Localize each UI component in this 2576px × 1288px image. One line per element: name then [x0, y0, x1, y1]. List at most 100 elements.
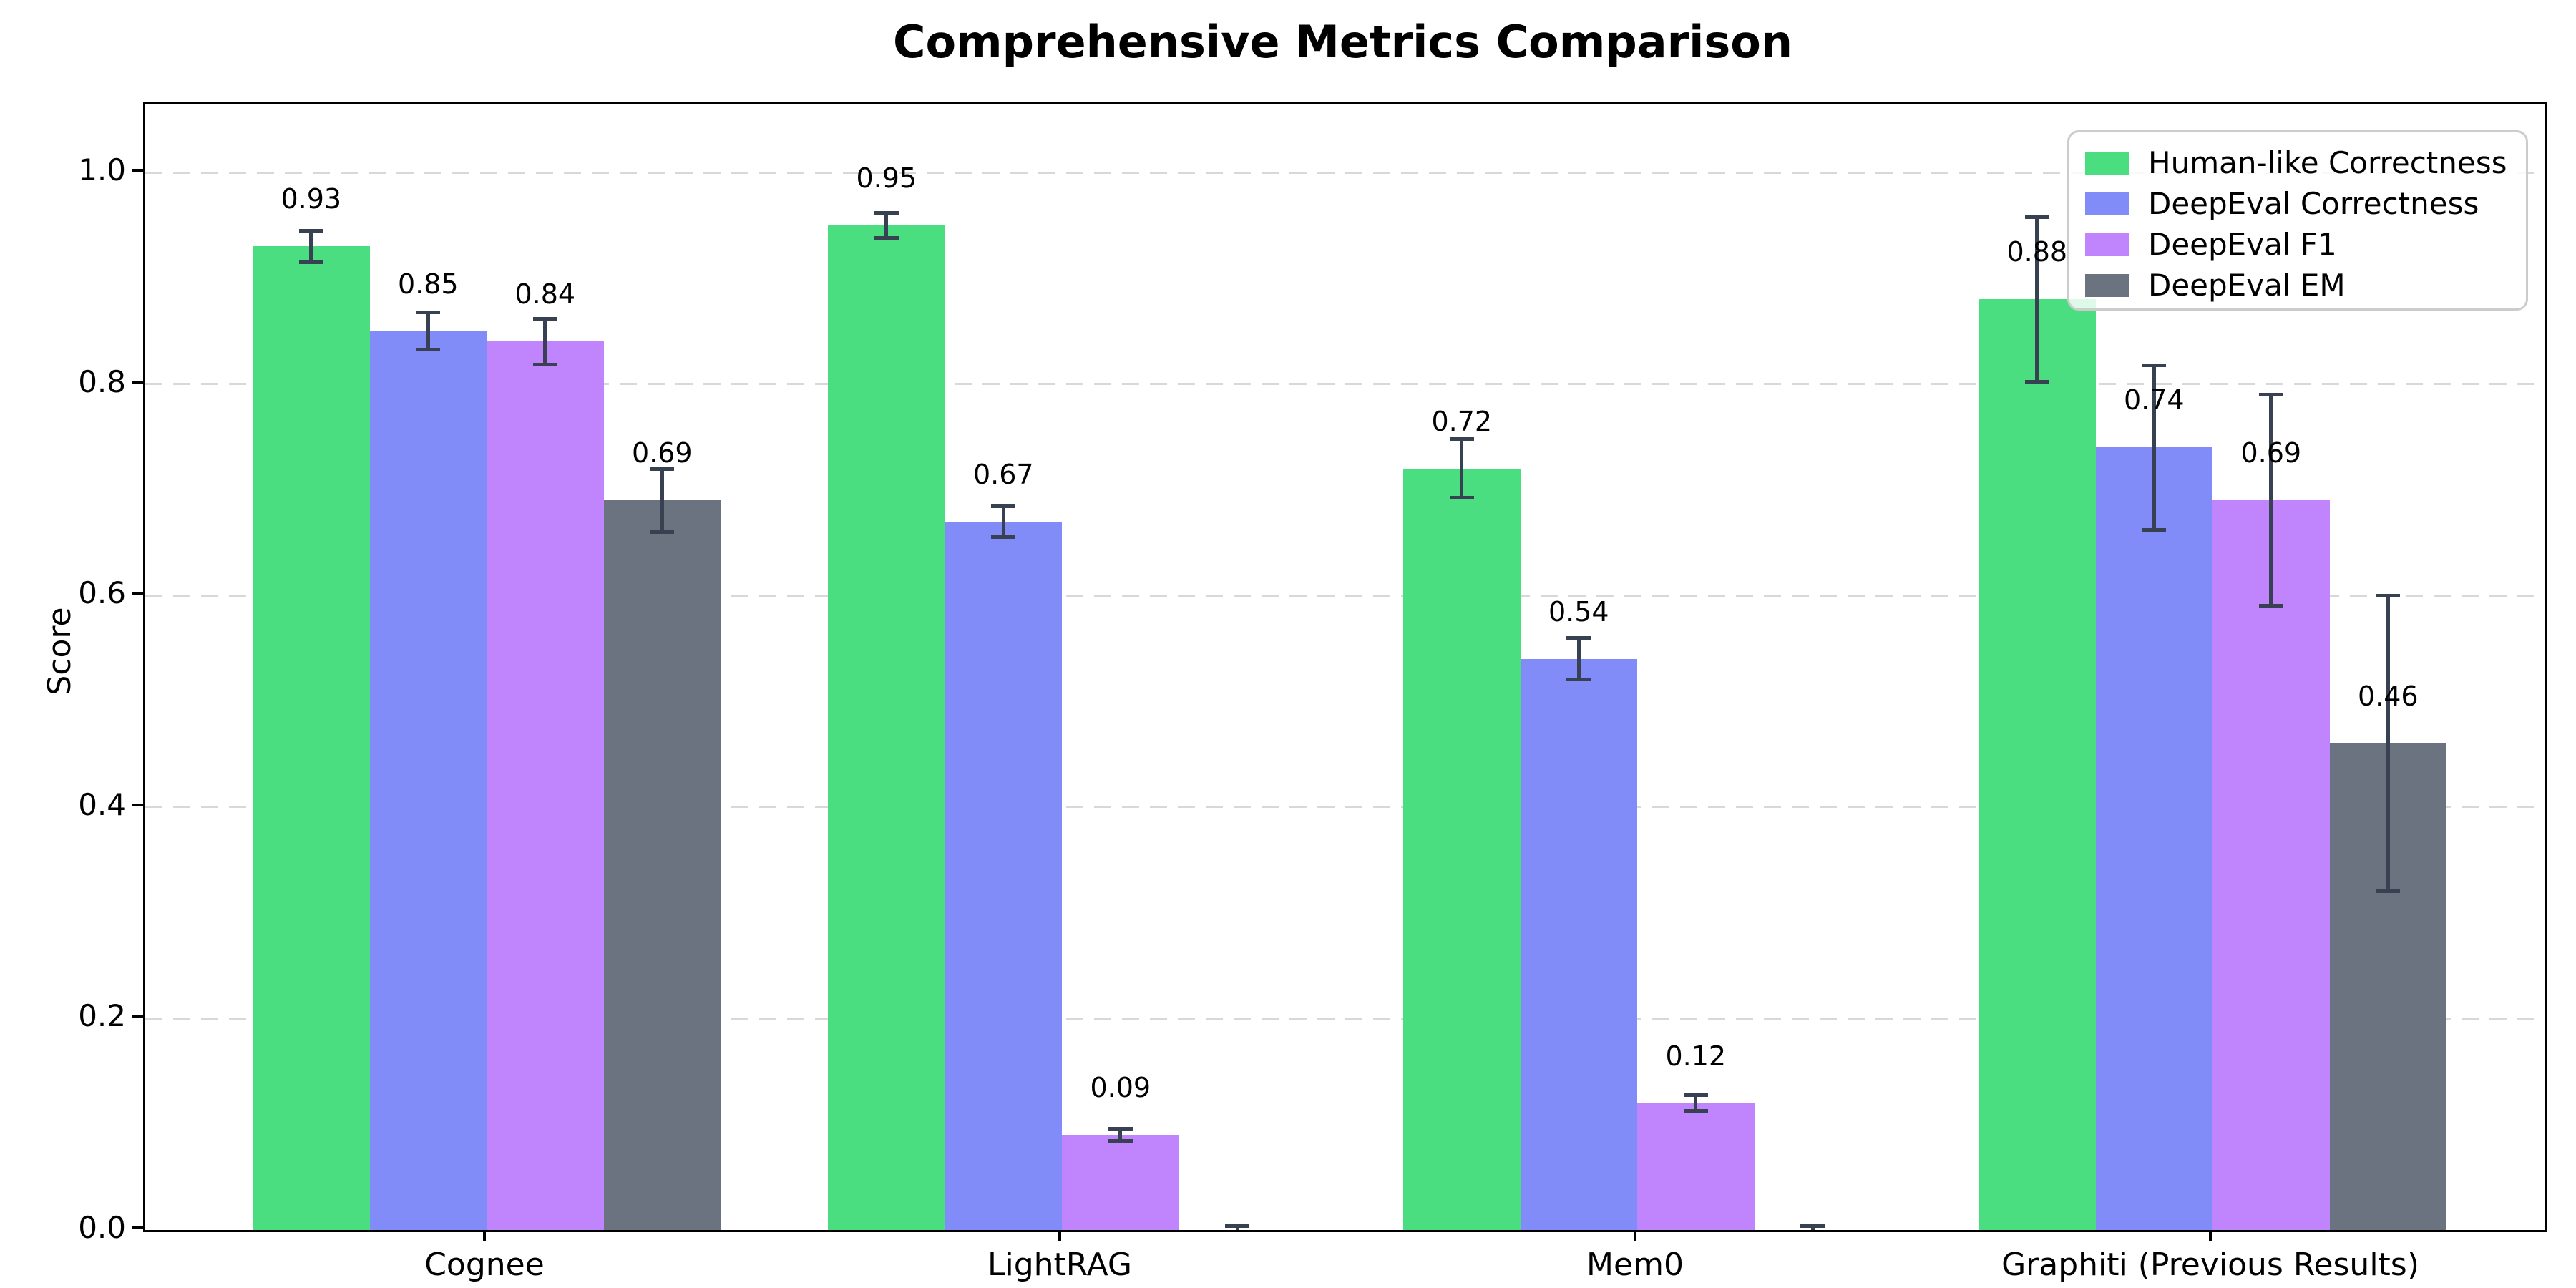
y-tick-label: 0.8 — [78, 364, 126, 399]
bar — [1520, 658, 1637, 1230]
error-bar — [1118, 1128, 1123, 1141]
y-tick-mark — [132, 1015, 143, 1018]
gridline — [145, 171, 2545, 174]
error-bar-cap — [1108, 1138, 1133, 1143]
bar — [2095, 447, 2212, 1230]
bar — [1062, 1134, 1179, 1230]
bar — [2212, 500, 2330, 1230]
bar — [369, 331, 487, 1230]
x-tick-mark — [2209, 1230, 2212, 1241]
error-bar-cap — [532, 316, 557, 321]
bar — [1637, 1103, 1755, 1230]
gridline — [145, 594, 2545, 597]
error-bar-cap — [1566, 678, 1591, 682]
error-bar-cap — [1449, 437, 1474, 441]
y-tick-label: 0.2 — [78, 998, 126, 1034]
error-bar-cap — [2376, 889, 2401, 894]
error-bar — [884, 213, 889, 238]
x-tick-label: Mem0 — [1586, 1246, 1684, 1283]
error-bar-cap — [650, 530, 675, 534]
legend-item: DeepEval EM — [2085, 265, 2526, 306]
error-bar-cap — [991, 504, 1016, 508]
error-bar-cap — [2024, 215, 2049, 220]
y-tick-label: 0.0 — [78, 1210, 126, 1245]
y-tick-mark — [132, 380, 143, 384]
x-tick-mark — [483, 1230, 486, 1241]
error-bar — [1460, 439, 1464, 499]
bar-value-label: 0.09 — [1090, 1071, 1151, 1103]
bar — [603, 500, 721, 1230]
error-bar — [2035, 217, 2039, 382]
bar-value-label: 0.69 — [2240, 437, 2302, 469]
legend-swatch — [2085, 192, 2129, 215]
error-bar-cap — [2024, 379, 2049, 384]
error-bar-cap — [2258, 393, 2283, 397]
bar-value-label: 0.74 — [2123, 384, 2185, 416]
legend: Human-like Correctness DeepEval Correctne… — [2067, 130, 2528, 311]
bar-value-label: 0.72 — [1431, 405, 1493, 437]
error-bar — [660, 468, 664, 532]
error-bar-cap — [991, 535, 1016, 539]
legend-item: DeepEval F1 — [2085, 224, 2526, 265]
error-bar — [1576, 638, 1581, 680]
bar — [945, 521, 1062, 1230]
bar-value-label: 0.46 — [2357, 680, 2419, 713]
x-tick-label: LightRAG — [987, 1246, 1133, 1283]
bar — [1979, 299, 2096, 1230]
legend-swatch — [2085, 273, 2129, 297]
error-bar-cap — [1449, 496, 1474, 500]
error-bar-cap — [298, 260, 323, 264]
error-bar-cap — [1683, 1093, 1708, 1097]
error-bar — [309, 230, 313, 263]
error-bar — [2386, 595, 2390, 892]
y-tick-label: 0.4 — [78, 786, 126, 822]
error-bar — [543, 318, 547, 365]
error-bar-cap — [2376, 594, 2401, 598]
legend-item-label: DeepEval Correctness — [2148, 186, 2479, 221]
error-bar-cap — [416, 311, 441, 315]
legend-item: Human-like Correctness — [2085, 142, 2526, 183]
error-bar-cap — [2142, 363, 2167, 367]
error-bar — [1001, 505, 1005, 537]
bar — [828, 225, 945, 1230]
bar — [253, 246, 370, 1230]
gridline — [145, 383, 2545, 386]
error-bar-cap — [1108, 1127, 1133, 1131]
y-tick-label: 1.0 — [78, 152, 126, 187]
error-bar-cap — [1800, 1224, 1825, 1229]
error-bar-cap — [1683, 1109, 1708, 1113]
y-tick-mark — [132, 169, 143, 172]
x-tick-mark — [1634, 1230, 1636, 1241]
error-bar-cap — [1225, 1224, 1250, 1229]
error-bar-cap — [2258, 603, 2283, 608]
error-bar — [2269, 394, 2273, 606]
y-tick-label: 0.6 — [78, 575, 126, 611]
x-tick-label: Graphiti (Previous Results) — [2001, 1246, 2419, 1283]
x-tick-mark — [1058, 1230, 1061, 1241]
error-bar-cap — [650, 467, 675, 471]
bar — [1403, 468, 1521, 1230]
legend-item-label: Human-like Correctness — [2148, 145, 2507, 180]
y-tick-mark — [132, 803, 143, 806]
error-bar-cap — [532, 362, 557, 366]
legend-swatch — [2085, 151, 2129, 175]
error-bar-cap — [1566, 636, 1591, 640]
error-bar — [1694, 1094, 1698, 1112]
error-bar — [2152, 364, 2156, 530]
bar-value-label: 0.12 — [1665, 1040, 1727, 1072]
legend-item-label: DeepEval F1 — [2148, 227, 2337, 262]
bar-value-label: 0.84 — [514, 278, 576, 311]
bar-value-label: 0.85 — [397, 268, 459, 300]
bar-value-label: 0.67 — [972, 458, 1034, 490]
legend-swatch — [2085, 233, 2129, 256]
error-bar-cap — [874, 235, 899, 240]
legend-item-label: DeepEval EM — [2148, 268, 2346, 303]
bar-value-label: 0.95 — [856, 162, 917, 194]
bar-value-label: 0.88 — [2006, 236, 2068, 268]
y-tick-mark — [132, 1226, 143, 1229]
chart-title: Comprehensive Metrics Comparison — [892, 16, 1793, 68]
gridline — [145, 1017, 2545, 1020]
error-bar-cap — [298, 229, 323, 233]
gridline — [145, 806, 2545, 809]
